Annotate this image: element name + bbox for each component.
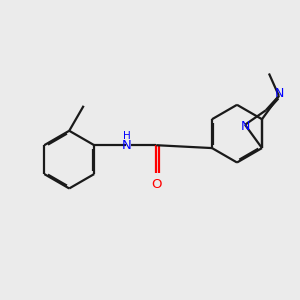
Text: O: O [151, 178, 161, 191]
Text: N: N [240, 120, 250, 133]
Text: N: N [274, 88, 283, 100]
Text: N: N [122, 139, 132, 152]
Text: H: H [123, 130, 130, 141]
